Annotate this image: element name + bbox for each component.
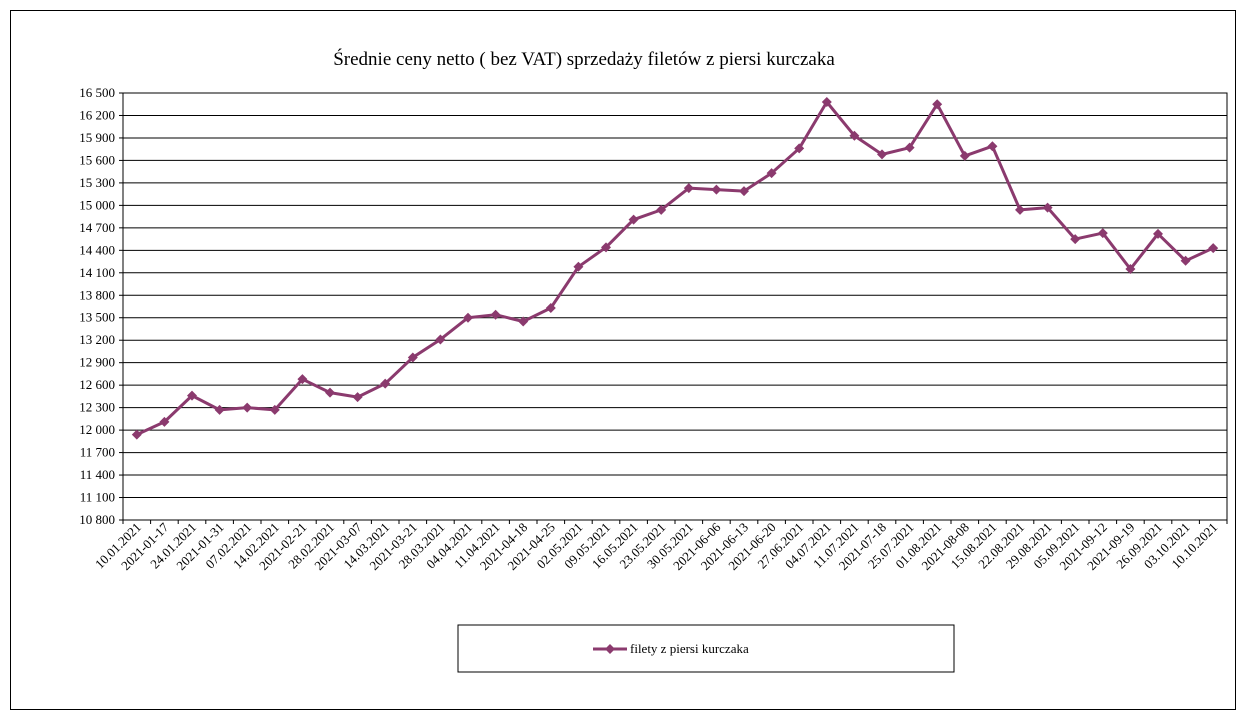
legend-swatch-marker [605, 644, 615, 654]
data-point [683, 183, 694, 194]
data-point [766, 168, 777, 179]
legend: filety z piersi kurczaka [457, 624, 955, 673]
data-point [601, 242, 611, 253]
data-point [1097, 228, 1108, 239]
y-tick-label: 15 600 [79, 152, 115, 167]
y-tick-label: 15 900 [79, 130, 115, 145]
data-point [325, 387, 335, 398]
y-tick-label: 10 800 [79, 512, 115, 527]
data-point [490, 309, 501, 320]
data-point [214, 404, 225, 415]
chart-title: Średnie ceny netto ( bez VAT) sprzedaży … [333, 48, 835, 70]
data-point [932, 99, 943, 110]
series-line [136, 100, 1214, 436]
data-point [1042, 202, 1053, 213]
data-point [1153, 228, 1163, 239]
data-point [518, 316, 529, 327]
data-point [628, 214, 639, 225]
y-tick-label: 12 000 [79, 422, 115, 437]
data-point [1070, 234, 1081, 245]
y-tick-label: 15 300 [79, 175, 115, 190]
data-point [1015, 204, 1025, 215]
data-point [352, 392, 363, 403]
y-axis: 10 800 11 100 11 400 11 700 12 000 12 300 12 6… [79, 85, 123, 527]
y-tick-label: 13 200 [79, 332, 115, 347]
data-point [407, 352, 418, 363]
data-point [1180, 255, 1191, 266]
data-point [463, 312, 473, 323]
data-point [1208, 243, 1219, 254]
data-point [877, 149, 887, 160]
y-tick-label: 11 100 [80, 490, 115, 505]
grid-layer [123, 92, 1227, 521]
data-point [1125, 264, 1136, 275]
data-point [269, 404, 280, 415]
y-tick-label: 14 100 [79, 265, 115, 280]
data-point [904, 142, 915, 153]
y-tick-label: 12 300 [79, 400, 115, 415]
data-point [987, 141, 998, 152]
y-tick-label: 14 700 [79, 220, 115, 235]
data-point [159, 416, 170, 427]
data-point [435, 334, 446, 345]
data-point [794, 143, 805, 154]
data-point [242, 402, 253, 413]
data-point [380, 378, 391, 389]
data-point [959, 150, 970, 161]
y-tick-label: 11 700 [80, 445, 115, 460]
y-tick-label: 15 000 [79, 197, 115, 212]
data-point [187, 390, 197, 401]
y-tick-label: 16 500 [79, 85, 115, 100]
line-chart: Średnie ceny netto ( bez VAT) sprzedaży … [79, 48, 1228, 673]
y-tick-label: 11 400 [80, 467, 115, 482]
data-point [656, 204, 667, 215]
y-tick-label: 12 600 [79, 377, 115, 392]
plot-border [122, 92, 1228, 521]
x-axis: 10.01.20212021-01-1724.01.20212021-01-31… [92, 519, 1228, 573]
chart-frame: Średnie ceny netto ( bez VAT) sprzedaży … [10, 10, 1236, 710]
y-tick-label: 16 200 [79, 107, 115, 122]
series-layer [131, 96, 1219, 440]
y-tick-label: 13 500 [79, 310, 115, 325]
data-point [711, 184, 722, 195]
data-point [297, 374, 308, 385]
legend-label: filety z piersi kurczaka [630, 641, 749, 656]
data-point [739, 186, 749, 197]
legend-box [457, 624, 955, 673]
data-point [821, 96, 832, 107]
data-point [131, 429, 142, 440]
y-tick-label: 14 400 [79, 242, 115, 257]
data-point [573, 261, 584, 272]
y-tick-label: 12 900 [79, 355, 115, 370]
data-point [545, 302, 556, 313]
y-tick-label: 13 800 [79, 287, 115, 302]
data-point [849, 130, 860, 141]
